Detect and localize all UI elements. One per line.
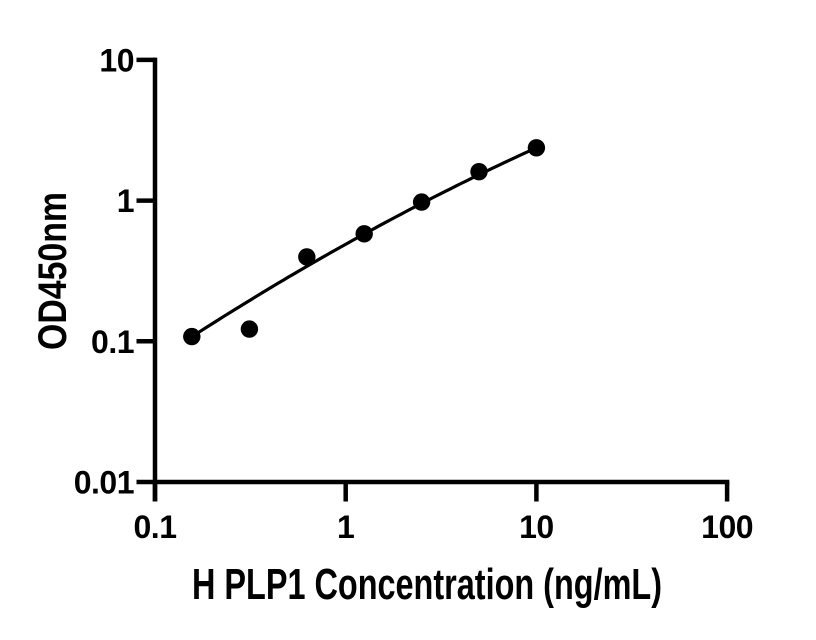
y-tick-label: 0.01 <box>74 465 134 501</box>
data-point <box>527 139 546 157</box>
data-point <box>355 225 373 243</box>
data-point <box>183 327 201 346</box>
data-series <box>183 139 546 346</box>
data-point <box>470 163 488 181</box>
x-axis-title: H PLP1 Concentration (ng/mL) <box>192 560 662 609</box>
data-point <box>412 193 431 211</box>
x-ticks <box>152 482 730 502</box>
x-tick-label: 100 <box>701 509 753 545</box>
y-tick-labels: 0.01 0.1 1 10 <box>74 42 135 501</box>
x-tick-labels: 0.1 1 10 100 <box>134 509 754 545</box>
x-tick-label: 0.1 <box>134 509 177 545</box>
data-point <box>240 320 259 338</box>
x-tick-label: 10 <box>519 509 554 545</box>
data-point <box>298 248 316 266</box>
axis-lines <box>152 57 730 502</box>
y-ticks <box>136 57 155 485</box>
y-axis-title: OD450nm <box>31 192 75 350</box>
x-tick-label: 1 <box>337 509 354 545</box>
y-tick-label: 0.1 <box>91 324 134 360</box>
y-tick-label: 1 <box>117 183 134 219</box>
y-tick-label: 10 <box>99 42 134 78</box>
